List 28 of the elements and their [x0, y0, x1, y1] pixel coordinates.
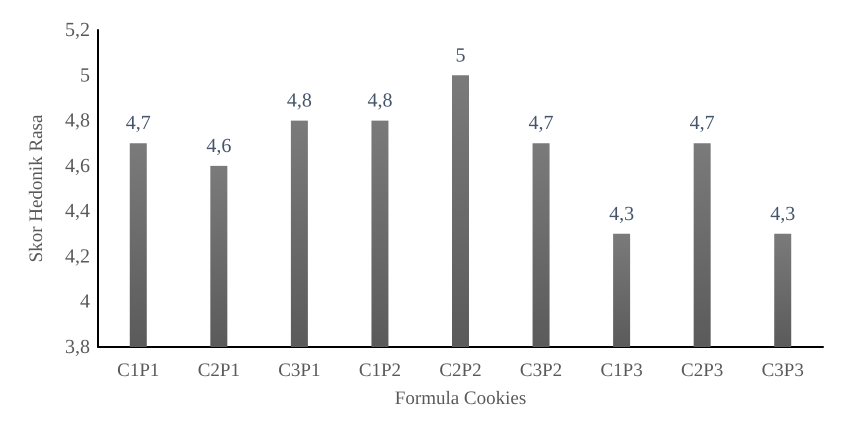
x-tick-label: C1P1 [117, 360, 160, 381]
x-axis-title: Formula Cookies [394, 388, 526, 409]
y-tick-label: 4,6 [65, 154, 90, 177]
y-tick-label: 3,8 [65, 336, 90, 358]
data-label: 4,3 [609, 202, 634, 225]
data-label: 4,7 [126, 112, 151, 134]
x-tick-label: C3P1 [278, 360, 321, 381]
y-axis-title: Skor Hedonik Rasa [26, 114, 47, 262]
x-tick-label: C3P2 [520, 360, 562, 381]
y-tick-label: 4,8 [65, 110, 90, 132]
data-label: 5 [456, 44, 466, 66]
data-label: 4,7 [528, 112, 554, 134]
data-label: 4,8 [367, 90, 392, 112]
y-tick-label: 4,4 [65, 200, 90, 222]
data-label: 4,7 [690, 112, 715, 134]
x-tick-label: C1P2 [358, 360, 402, 381]
data-label: 4,3 [770, 202, 796, 225]
x-tick-label: C2P3 [681, 360, 724, 381]
y-tick-label: 5,2 [65, 19, 90, 41]
x-tick-label: C2P1 [198, 360, 240, 381]
y-tick-label: 4 [80, 290, 90, 313]
data-label: 4,6 [206, 134, 232, 157]
x-tick-label: C2P2 [439, 360, 482, 381]
x-tick-label: C3P3 [762, 360, 804, 381]
x-tick-label: C1P3 [600, 360, 643, 381]
y-tick-label: 5 [80, 64, 90, 86]
y-tick-label: 4,2 [65, 245, 90, 268]
data-label: 4,8 [286, 90, 312, 112]
